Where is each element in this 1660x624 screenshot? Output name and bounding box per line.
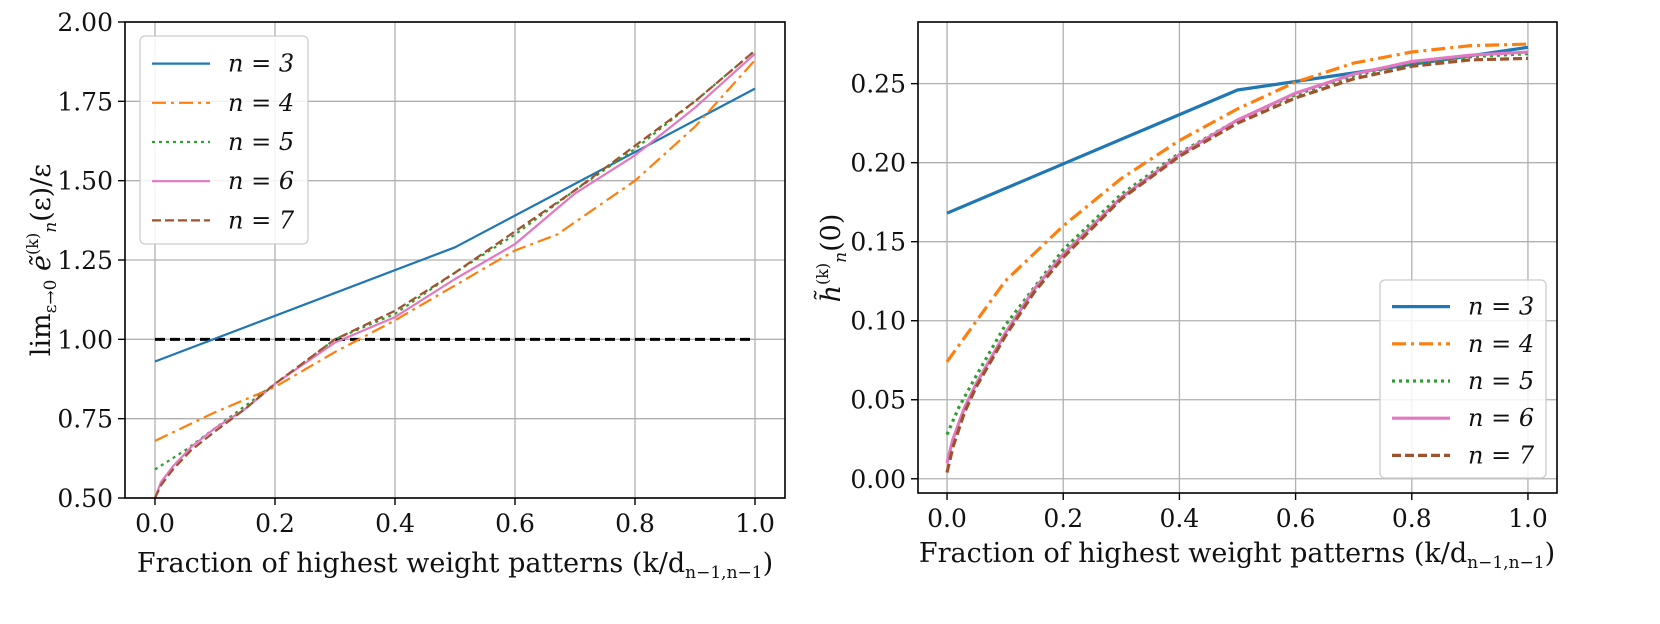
x-axis-label: Fraction of highest weight patterns (k/d… — [919, 538, 1555, 573]
y-axis-label: h̃(k)n(0) — [813, 214, 851, 303]
y-axis-label: limε→0 ẽ(k)n(ε)/ε — [23, 164, 61, 357]
x-tick-label: 0.4 — [375, 509, 415, 538]
chart-1: 0.0 0.2 0.4 0.6 0.8 1.0 0.50 0.75 1.00 1.25 1.50 1.… — [23, 8, 786, 583]
y-tick-label: 0.75 — [57, 405, 113, 434]
legend-label-n4: n = 4 — [1468, 330, 1534, 358]
x-tick-label: 0.4 — [1160, 504, 1200, 533]
x-tick-label: 0.8 — [615, 509, 655, 538]
legend-label-n5: n = 5 — [1468, 367, 1534, 395]
legend: n = 3 n = 4 n = 5 n = 6 n = 7 — [1379, 279, 1547, 479]
series-line-n5 — [154, 49, 756, 471]
legend-label-n4: n = 4 — [228, 89, 294, 117]
y-tick-label: 0.05 — [850, 386, 906, 415]
y-tick-label: 1.00 — [57, 325, 113, 354]
x-tick-label: 1.0 — [1508, 504, 1548, 533]
series-line-n4 — [154, 59, 756, 442]
legend-label-n6: n = 6 — [228, 167, 294, 195]
series-line-n6 — [153, 52, 756, 499]
axes-frame — [917, 21, 1558, 494]
legend-box — [139, 35, 309, 245]
x-tick-label: 0.0 — [927, 504, 967, 533]
y-tick-label: 0.00 — [850, 465, 906, 494]
y-tick-label: 1.25 — [57, 246, 113, 275]
legend-label-n7: n = 7 — [228, 206, 295, 234]
x-tick-label: 0.2 — [1043, 504, 1083, 533]
x-tick-label: 1.0 — [735, 509, 775, 538]
series-line-n3 — [154, 87, 756, 363]
legend: n = 3 n = 4 n = 5 n = 6 n = 7 — [139, 35, 309, 245]
x-axis-label: Fraction of highest weight patterns (k/d… — [137, 548, 773, 583]
chart-2: 0.0 0.2 0.4 0.6 0.8 1.0 0.00 0.05 0.10 0.15 0.20 0.… — [813, 21, 1558, 573]
legend-label-n7: n = 7 — [1468, 441, 1535, 469]
series-line-n5 — [945, 52, 1529, 436]
x-tick-label: 0.0 — [135, 509, 175, 538]
y-tick-label: 0.20 — [850, 149, 906, 178]
series-line-n3 — [946, 45, 1529, 215]
y-tick-label: 0.50 — [57, 484, 113, 513]
x-tick-label: 0.6 — [1276, 504, 1316, 533]
y-tick-label: 1.75 — [57, 87, 113, 116]
legend-label-n5: n = 5 — [228, 128, 294, 156]
series-line-n7 — [154, 49, 756, 499]
legend-label-n6: n = 6 — [1468, 404, 1534, 432]
y-tick-label: 0.10 — [850, 307, 906, 336]
legend-label-n3: n = 3 — [1468, 293, 1534, 321]
x-tick-label: 0.8 — [1392, 504, 1432, 533]
legend-label-n3: n = 3 — [228, 50, 294, 78]
y-tick-label: 2.00 — [57, 8, 113, 37]
legend-box — [1379, 279, 1547, 479]
series-line-n4 — [945, 42, 1529, 363]
x-tick-label: 0.2 — [255, 509, 295, 538]
y-tick-label: 0.25 — [850, 70, 906, 99]
x-tick-label: 0.6 — [495, 509, 535, 538]
series-line-n7 — [945, 56, 1529, 473]
y-tick-label: 1.50 — [57, 167, 113, 196]
y-tick-label: 0.15 — [850, 228, 906, 257]
